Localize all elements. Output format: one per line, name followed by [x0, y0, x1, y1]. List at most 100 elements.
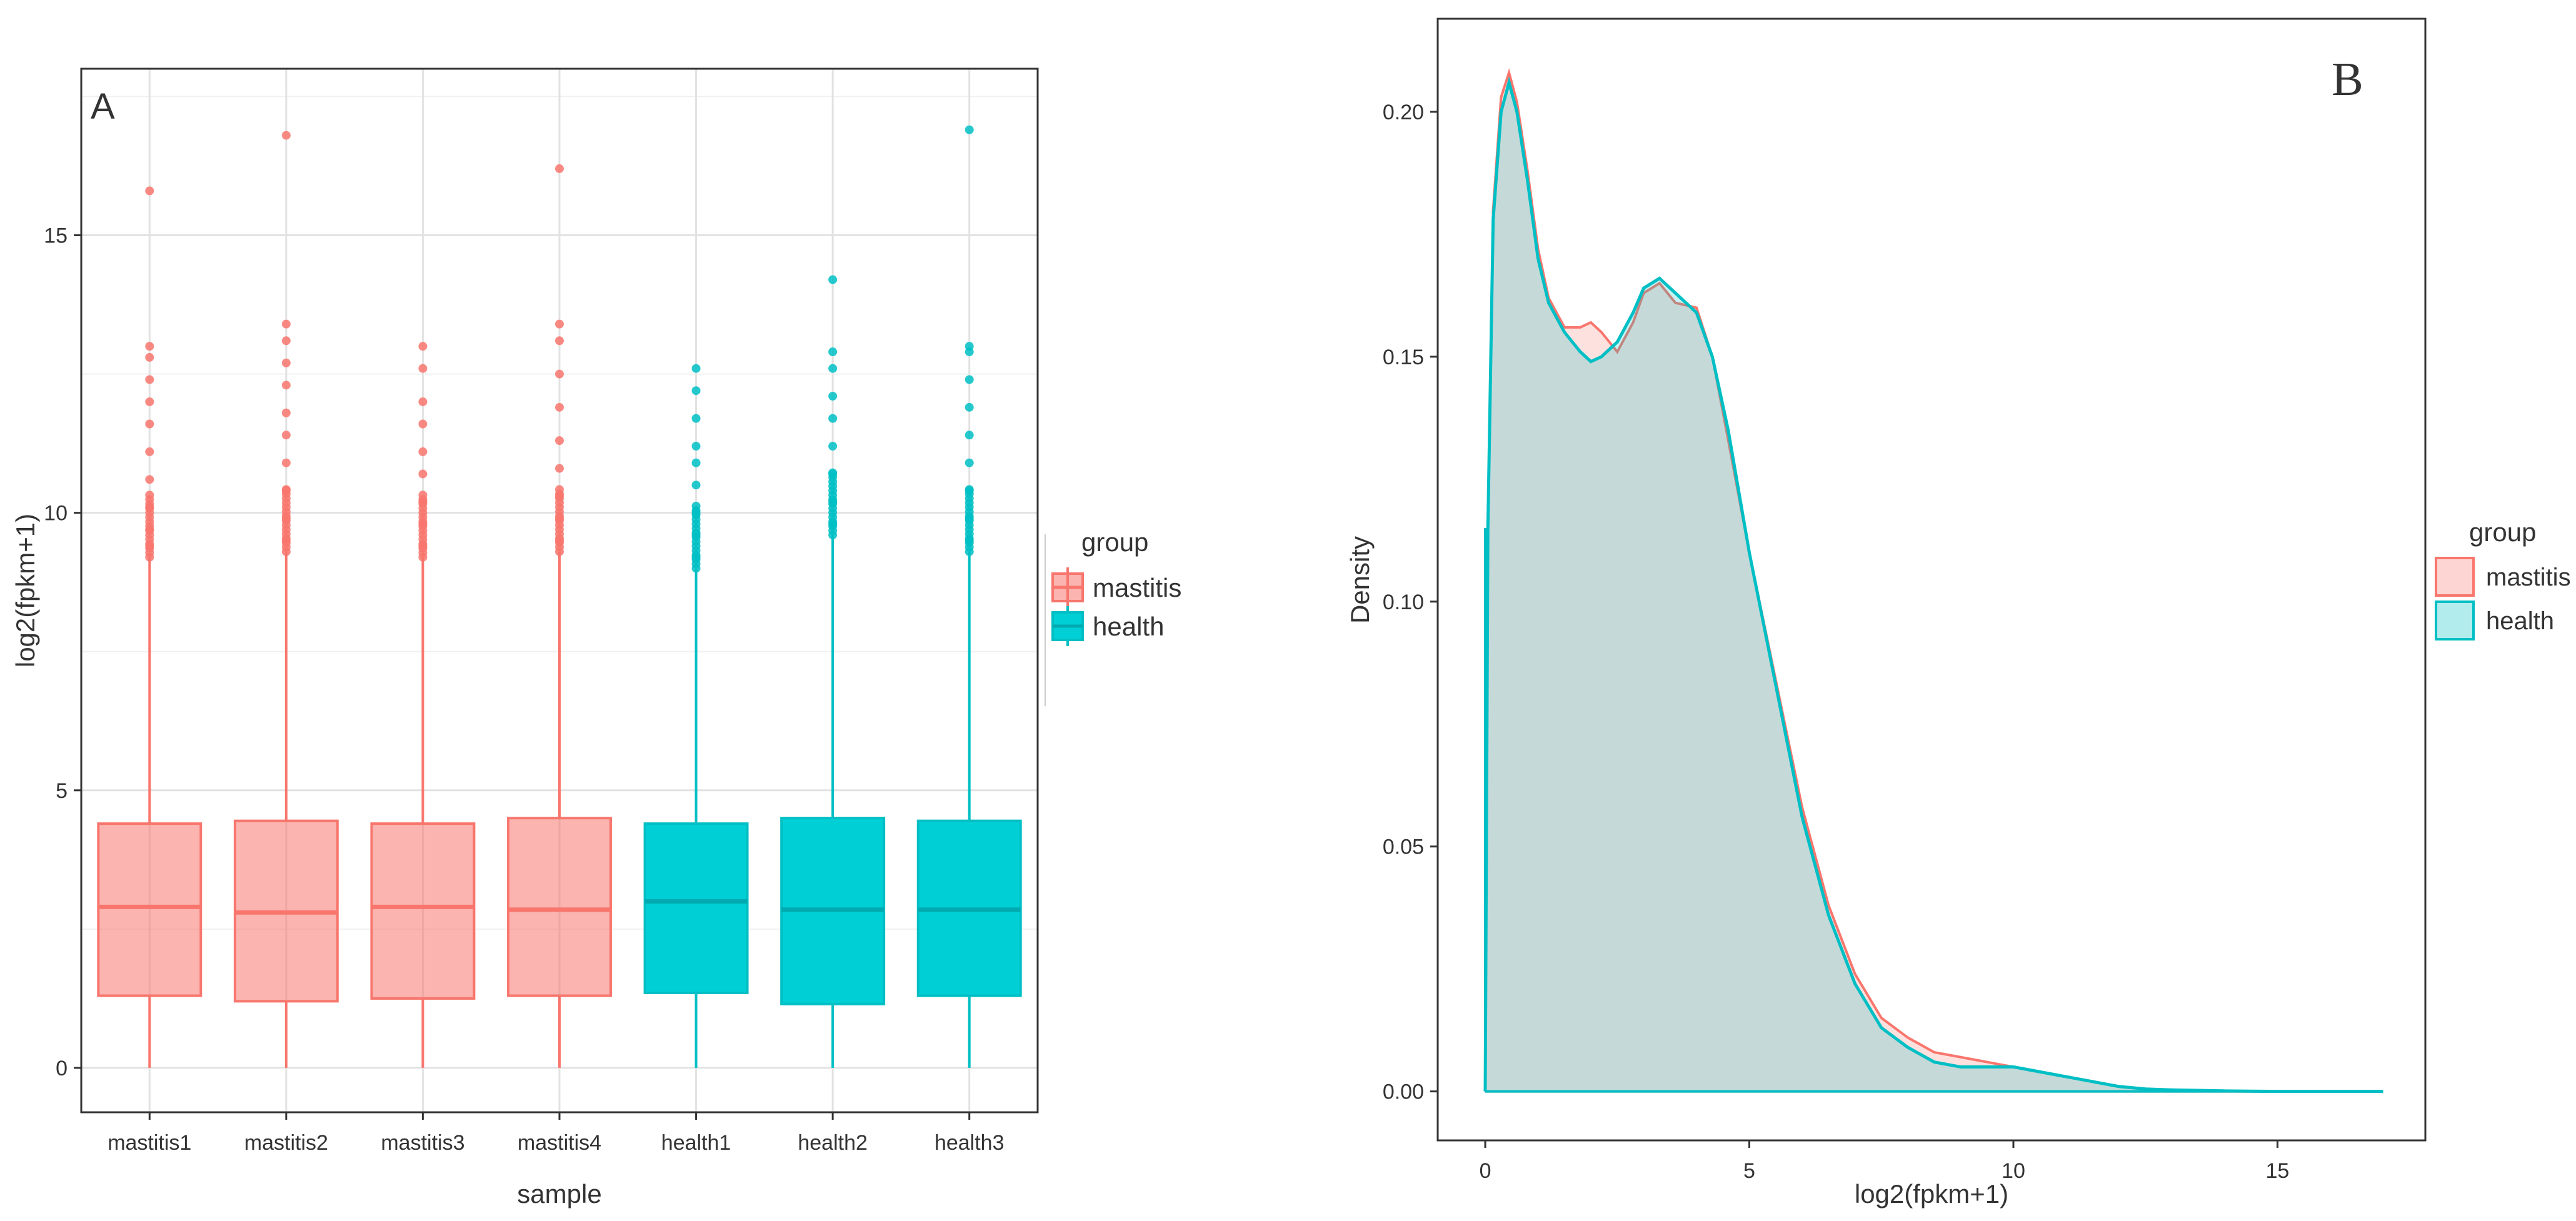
outlier-point: [555, 485, 564, 494]
outlier-point: [418, 491, 428, 500]
legend-a-label-health: health: [1093, 612, 1164, 641]
legend-a-label-mastitis: mastitis: [1093, 573, 1181, 602]
y-tick-label: 0: [56, 1057, 68, 1080]
outlier-point: [418, 342, 428, 351]
plot-a-y-axis-title: log2(fpkm+1): [11, 514, 40, 667]
outlier-point: [281, 536, 291, 546]
outlier-point: [418, 519, 428, 529]
outlier-point: [691, 531, 701, 540]
plot-a-boxes: [97, 125, 1022, 1068]
plot-a-x-ticks: mastitis1 mastitis2 mastitis3 mastitis4 heal…: [108, 1112, 1004, 1155]
outlier-point: [965, 402, 974, 412]
density-line-health: [1483, 76, 2383, 1094]
outlier-point: [145, 475, 154, 484]
y-tick-label: 0.05: [1383, 835, 1424, 859]
outlier-point: [145, 375, 154, 384]
legend-a-key-health: [1051, 606, 1084, 646]
outlier-point: [418, 497, 428, 506]
outlier-point: [555, 164, 564, 173]
outlier-point: [965, 536, 974, 546]
outlier-point: [965, 375, 974, 384]
outlier-point: [145, 186, 154, 196]
plot-b-areas: [1483, 68, 2383, 1094]
y-tick-label: 0.00: [1383, 1080, 1424, 1104]
density-panel: 0.00 0.05 0.10 0.15 0.20 0 5 10 15 B log2(fpkm+…: [1345, 17, 2571, 1209]
outlier-point: [965, 458, 974, 467]
outlier-point: [691, 481, 701, 490]
legend-b-label-health: health: [2486, 607, 2554, 635]
outlier-point: [281, 381, 291, 390]
outlier-point: [828, 414, 838, 423]
outlier-point: [418, 541, 428, 551]
outlier-point: [281, 358, 291, 367]
outlier-point: [965, 514, 974, 523]
box-body: [97, 822, 203, 997]
outlier-point: [281, 514, 291, 523]
y-tick-label: 0.15: [1383, 346, 1424, 369]
outlier-point: [145, 491, 154, 500]
outlier-point: [145, 342, 154, 351]
y-tick-label: 0.10: [1383, 591, 1424, 614]
outlier-point: [691, 364, 701, 373]
legend-b-key-mastitis: [2435, 557, 2475, 597]
outlier-point: [281, 458, 291, 467]
outlier-point: [418, 419, 428, 429]
outlier-point: [145, 541, 154, 551]
outlier-point: [418, 447, 428, 456]
outlier-point: [828, 442, 838, 451]
outlier-point: [691, 508, 701, 517]
outlier-point: [965, 486, 974, 496]
outlier-point: [555, 536, 564, 546]
legend-b-title: group: [2469, 517, 2536, 547]
outlier-point: [555, 464, 564, 473]
density-area-mastitis: [1485, 72, 2383, 1092]
outlier-point: [965, 342, 974, 351]
outlier-point: [145, 525, 154, 534]
x-tick-label: 15: [2266, 1159, 2290, 1183]
outlier-point: [555, 514, 564, 523]
outlier-point: [828, 392, 838, 401]
outlier-point: [418, 364, 428, 373]
x-tick-label: 10: [2002, 1159, 2025, 1183]
outlier-point: [145, 397, 154, 406]
plot-b-legend: group mastitis health: [2435, 517, 2571, 640]
outlier-point: [965, 125, 974, 134]
outlier-point: [828, 469, 838, 479]
outlier-point: [145, 502, 154, 512]
outlier-point: [828, 497, 838, 506]
box-mastitis2: [233, 131, 339, 1068]
outlier-point: [145, 352, 154, 362]
outlier-point: [281, 431, 291, 440]
plot-a-x-axis-title: sample: [517, 1179, 601, 1209]
x-tick-label: health3: [935, 1131, 1005, 1155]
x-tick-label: mastitis4: [518, 1131, 601, 1155]
outlier-point: [281, 408, 291, 417]
x-tick-label: mastitis3: [381, 1131, 464, 1155]
plot-b-x-axis-title: log2(fpkm+1): [1855, 1179, 2008, 1209]
outlier-point: [555, 369, 564, 379]
outlier-point: [691, 442, 701, 451]
x-tick-label: 0: [1480, 1159, 1491, 1183]
outlier-point: [691, 414, 701, 423]
outlier-point: [145, 419, 154, 429]
box-body: [370, 822, 476, 1000]
box-mastitis3: [370, 342, 476, 1068]
plot-b-y-ticks: 0.00 0.05 0.10 0.15 0.20: [1383, 101, 1438, 1104]
density-area-health: [1485, 82, 2383, 1092]
outlier-point: [691, 458, 701, 467]
outlier-point: [418, 397, 428, 406]
x-tick-label: mastitis1: [108, 1131, 191, 1155]
y-tick-label: 5: [56, 779, 68, 803]
legend-b-key-health: [2435, 601, 2475, 640]
plot-a-legend: group mastitis health: [1045, 527, 1181, 706]
outlier-point: [281, 319, 291, 329]
box-mastitis4: [507, 164, 612, 1068]
outlier-point: [691, 501, 701, 511]
legend-b-label-mastitis: mastitis: [2486, 564, 2571, 591]
legend-a-key-mastitis: [1051, 567, 1084, 607]
x-tick-label: health2: [798, 1131, 868, 1155]
outlier-point: [828, 347, 838, 357]
legend-a-title: group: [1081, 527, 1148, 557]
